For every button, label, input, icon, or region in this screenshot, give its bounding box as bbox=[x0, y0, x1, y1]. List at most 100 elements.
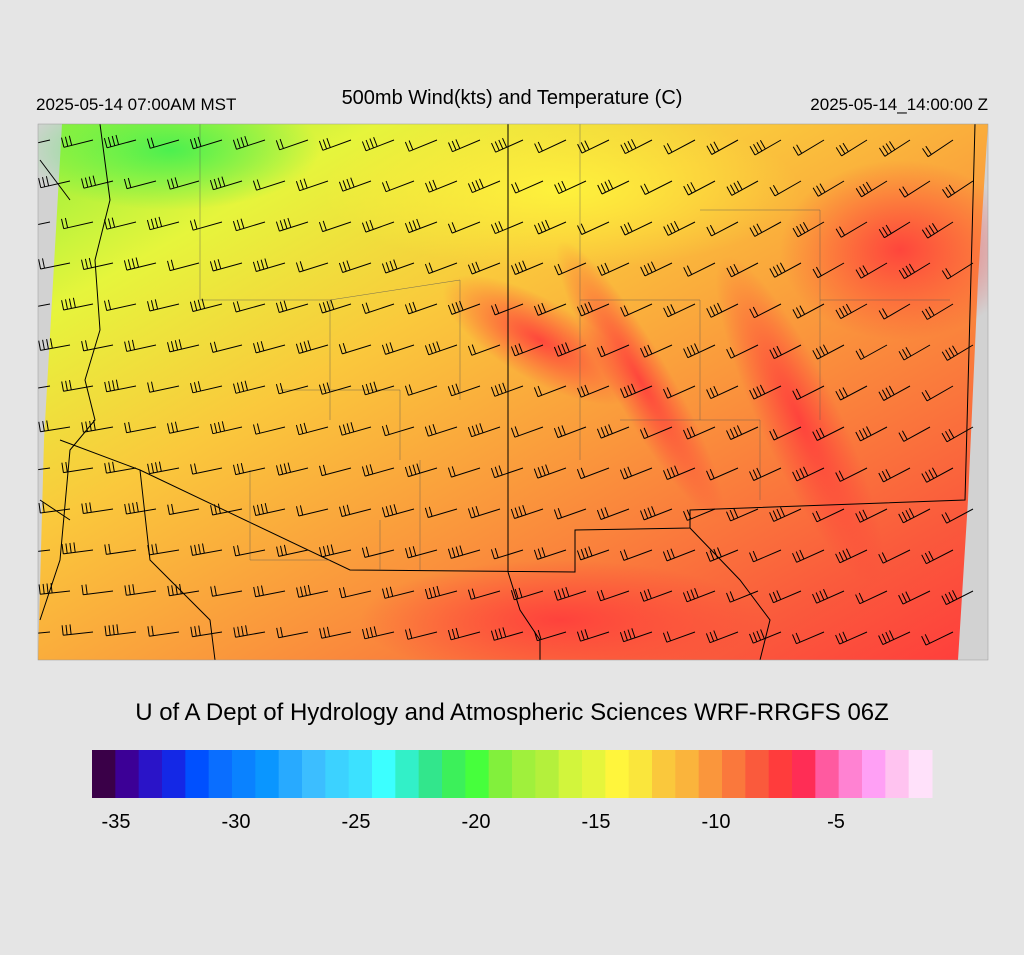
wind-barb bbox=[296, 584, 329, 598]
wind-barb bbox=[921, 467, 954, 483]
wind-barb bbox=[620, 383, 653, 399]
wind-barb bbox=[318, 138, 352, 151]
wind-barb bbox=[210, 421, 243, 435]
colorbar-swatch bbox=[885, 750, 910, 798]
wind-barb bbox=[425, 179, 458, 193]
wind-barb bbox=[835, 467, 868, 482]
wind-barb bbox=[123, 257, 157, 271]
colorbar-swatch bbox=[138, 750, 163, 798]
wind-barb bbox=[662, 631, 696, 643]
wind-barb bbox=[361, 302, 395, 314]
warm-band bbox=[715, 255, 885, 585]
wind-barb bbox=[362, 626, 395, 640]
wind-barb bbox=[124, 339, 157, 352]
wind-barb bbox=[749, 549, 782, 563]
wind-barb bbox=[252, 258, 286, 272]
valid-utc-time: 2025-05-14_14:00:00 Z bbox=[810, 95, 988, 114]
wind-barb bbox=[749, 303, 782, 319]
wind-barb bbox=[233, 545, 266, 557]
wind-barb bbox=[38, 385, 51, 389]
map-title: 500mb Wind(kts) and Temperature (C) bbox=[342, 87, 683, 109]
wind-barb bbox=[253, 502, 286, 516]
wind-barb bbox=[596, 424, 630, 439]
wind-barb bbox=[812, 344, 845, 360]
wind-barb bbox=[424, 262, 458, 274]
wind-barb bbox=[553, 425, 587, 439]
wind-barb bbox=[511, 260, 544, 275]
wind-barb bbox=[146, 216, 180, 231]
credit: U of A Dept of Hydrology and Atmospheric… bbox=[135, 699, 889, 726]
wind-barb bbox=[835, 139, 868, 157]
wind-barb bbox=[812, 588, 845, 604]
wind-barb bbox=[941, 344, 974, 361]
wind-barb bbox=[404, 301, 438, 315]
wind-barb bbox=[663, 139, 696, 155]
colorbar-tick-label: -15 bbox=[582, 811, 611, 833]
wind-barb bbox=[381, 504, 415, 518]
wind-barb bbox=[318, 382, 352, 395]
colorbar-tick-label: -35 bbox=[102, 811, 131, 833]
wind-barb bbox=[338, 422, 372, 436]
colorbar-tick-label: -20 bbox=[462, 811, 491, 833]
wind-barb bbox=[533, 547, 567, 560]
wind-barb bbox=[553, 508, 587, 520]
wind-barb bbox=[620, 303, 653, 317]
wind-barb bbox=[510, 426, 544, 438]
wind-barb bbox=[404, 218, 438, 234]
wind-barb bbox=[81, 502, 114, 514]
wind-barb bbox=[190, 381, 223, 394]
wind-barb bbox=[941, 508, 974, 524]
wind-barb bbox=[338, 342, 372, 355]
wind-barb bbox=[726, 425, 759, 440]
wind-barb bbox=[706, 221, 739, 237]
wind-barb bbox=[941, 426, 974, 443]
wind-barb bbox=[597, 262, 630, 276]
wind-barb bbox=[104, 624, 137, 637]
wind-barb bbox=[167, 259, 200, 272]
wind-barb bbox=[404, 463, 438, 478]
wind-barb bbox=[275, 138, 309, 151]
wind-barb bbox=[467, 423, 501, 438]
colorbar-swatch bbox=[628, 750, 653, 798]
wind-barb bbox=[296, 505, 329, 517]
state-border bbox=[39, 159, 71, 521]
wind-barb bbox=[878, 221, 911, 239]
wind-barb bbox=[662, 548, 696, 562]
wind-barb bbox=[424, 341, 458, 356]
wind-barb bbox=[769, 426, 802, 441]
wind-barb bbox=[835, 303, 868, 320]
wind-barb bbox=[554, 262, 587, 276]
wind-barb bbox=[855, 590, 888, 605]
warm-region bbox=[360, 560, 760, 660]
wind-barb bbox=[124, 584, 157, 596]
wind-barb bbox=[706, 385, 739, 400]
wind-barb bbox=[233, 462, 266, 476]
wind-barb bbox=[167, 583, 200, 597]
wind-barb bbox=[835, 548, 868, 564]
wind-barb bbox=[295, 422, 329, 436]
wind-barb bbox=[275, 217, 309, 232]
wind-barb bbox=[81, 340, 114, 352]
wind-barb bbox=[705, 547, 739, 562]
wind-barb bbox=[490, 221, 524, 235]
wind-barb bbox=[252, 179, 286, 191]
wind-barb bbox=[319, 626, 352, 639]
wind-barb bbox=[683, 426, 716, 440]
wind-barb bbox=[663, 303, 696, 318]
wind-barb bbox=[726, 590, 759, 603]
wind-barb bbox=[209, 341, 243, 353]
wind-barb bbox=[167, 503, 200, 515]
wind-barb bbox=[38, 139, 51, 144]
colorbar-swatch bbox=[838, 750, 863, 798]
wind-barb bbox=[941, 262, 974, 280]
wind-barb bbox=[726, 180, 759, 196]
wind-barb bbox=[104, 543, 137, 555]
colorbar-swatch bbox=[115, 750, 140, 798]
wind-barb bbox=[61, 542, 94, 555]
wind-barb bbox=[835, 631, 868, 645]
wind-barb bbox=[491, 303, 524, 316]
wind-barb bbox=[318, 299, 352, 314]
wind-barb bbox=[577, 139, 610, 154]
warm-band bbox=[442, 275, 638, 405]
